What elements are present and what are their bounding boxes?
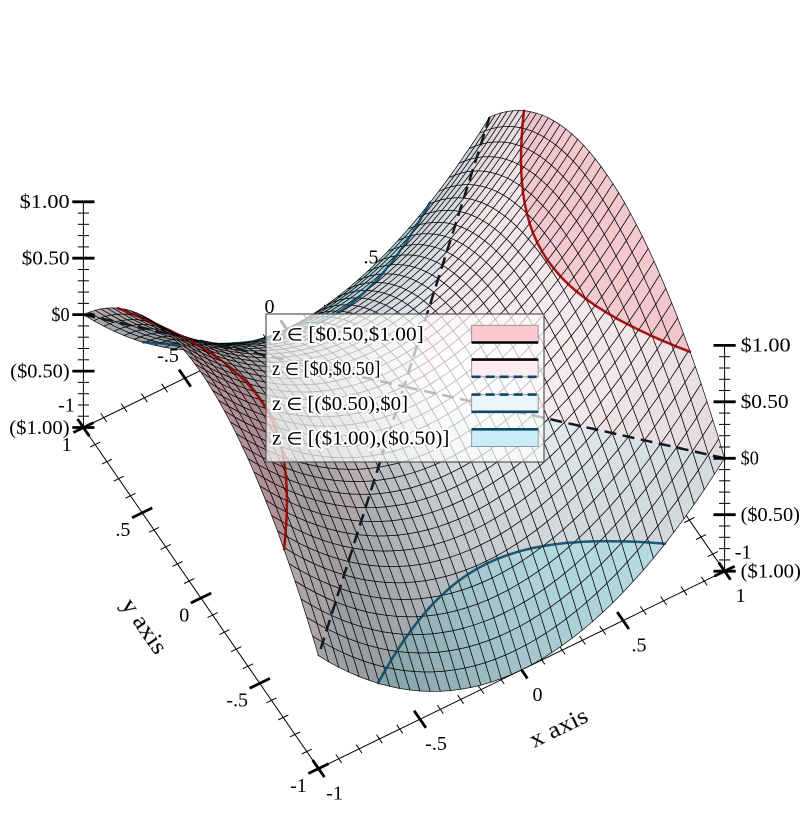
svg-text:$0: $0: [741, 448, 759, 470]
svg-text:z ∈ [$0,$0.50]: z ∈ [$0,$0.50]: [272, 358, 380, 380]
svg-text:$1.00: $1.00: [741, 335, 791, 357]
svg-text:-.5: -.5: [157, 345, 179, 367]
svg-text:-.5: -.5: [425, 733, 447, 755]
svg-text:-1: -1: [735, 541, 752, 563]
svg-text:-.5: -.5: [226, 690, 248, 712]
svg-text:0: 0: [533, 684, 543, 706]
svg-text:0: 0: [265, 296, 275, 318]
svg-text:.5: .5: [115, 519, 130, 541]
svg-text:.5: .5: [632, 634, 647, 656]
svg-text:$0.50: $0.50: [741, 391, 789, 413]
svg-text:-1: -1: [290, 775, 307, 797]
svg-text:0: 0: [179, 604, 189, 626]
svg-text:z ∈ [($0.50),$0]: z ∈ [($0.50),$0]: [272, 393, 408, 415]
svg-text:z ∈ [$0.50,$1.00]: z ∈ [$0.50,$1.00]: [272, 324, 424, 346]
svg-text:($1.00): ($1.00): [741, 561, 801, 583]
svg-text:($0.50): ($0.50): [741, 504, 800, 526]
svg-text:z ∈ [($1.00),($0.50)]: z ∈ [($1.00),($0.50)]: [272, 428, 449, 450]
svg-text:($1.00): ($1.00): [9, 417, 69, 439]
svg-text:-1: -1: [58, 395, 75, 417]
svg-text:.5: .5: [364, 247, 379, 269]
svg-text:1: 1: [736, 585, 746, 607]
svg-text:1: 1: [62, 434, 72, 456]
svg-text:-1: -1: [326, 783, 343, 805]
svg-text:$0.50: $0.50: [22, 248, 70, 270]
svg-text:$1.00: $1.00: [20, 191, 70, 213]
svg-text:($0.50): ($0.50): [10, 360, 69, 382]
svg-text:$0: $0: [51, 304, 69, 326]
